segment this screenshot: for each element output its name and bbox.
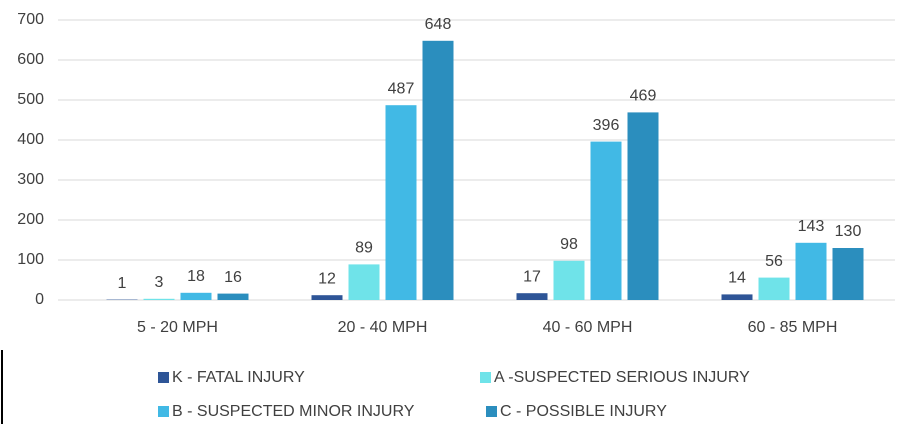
- y-tick-label: 200: [17, 211, 44, 228]
- x-tick-label: 20 - 40 MPH: [338, 319, 428, 336]
- bar: [758, 277, 790, 300]
- data-label: 17: [523, 268, 541, 285]
- data-label: 1: [118, 275, 127, 292]
- bar: [590, 141, 622, 300]
- bar: [516, 293, 548, 300]
- bar: [422, 40, 454, 301]
- bar: [311, 295, 343, 300]
- y-tick-label: 700: [17, 11, 44, 28]
- y-tick-label: 100: [17, 251, 44, 268]
- legend-label: K - FATAL INJURY: [172, 369, 305, 386]
- legend-label: C - POSSIBLE INJURY: [500, 403, 667, 420]
- y-tick-label: 0: [35, 291, 44, 308]
- bar: [553, 260, 585, 300]
- data-label: 14: [728, 270, 746, 287]
- legend-swatch: [158, 372, 169, 383]
- bar: [348, 264, 380, 300]
- y-tick-label: 300: [17, 171, 44, 188]
- y-tick-label: 500: [17, 91, 44, 108]
- legend-swatch: [486, 406, 497, 417]
- x-tick-label: 5 - 20 MPH: [137, 319, 218, 336]
- legend-label: A -SUSPECTED SERIOUS INJURY: [494, 369, 750, 386]
- bar: [180, 292, 212, 300]
- bar: [795, 242, 827, 300]
- data-label: 487: [388, 80, 415, 97]
- data-label: 98: [560, 236, 578, 253]
- data-label: 12: [318, 270, 336, 287]
- data-label: 18: [187, 268, 205, 285]
- x-tick-label: 60 - 85 MPH: [748, 319, 838, 336]
- data-label: 16: [224, 269, 242, 286]
- data-label: 130: [835, 223, 862, 240]
- y-tick-label: 600: [17, 51, 44, 68]
- bar: [627, 112, 659, 301]
- x-tick-label: 40 - 60 MPH: [543, 319, 633, 336]
- data-label: 143: [798, 218, 825, 235]
- bar: [721, 294, 753, 300]
- data-label: 89: [355, 240, 373, 257]
- legend-swatch: [158, 406, 169, 417]
- data-label: 469: [630, 88, 657, 105]
- data-label: 396: [593, 117, 620, 134]
- bar: [143, 298, 175, 300]
- data-label: 3: [155, 274, 164, 291]
- legend-label: B - SUSPECTED MINOR INJURY: [172, 403, 415, 420]
- y-tick-label: 400: [17, 131, 44, 148]
- data-label: 56: [765, 253, 783, 270]
- bar: [832, 248, 864, 300]
- bar: [385, 105, 417, 300]
- data-label: 648: [425, 16, 452, 33]
- bar: [217, 293, 249, 300]
- legend-swatch: [480, 372, 491, 383]
